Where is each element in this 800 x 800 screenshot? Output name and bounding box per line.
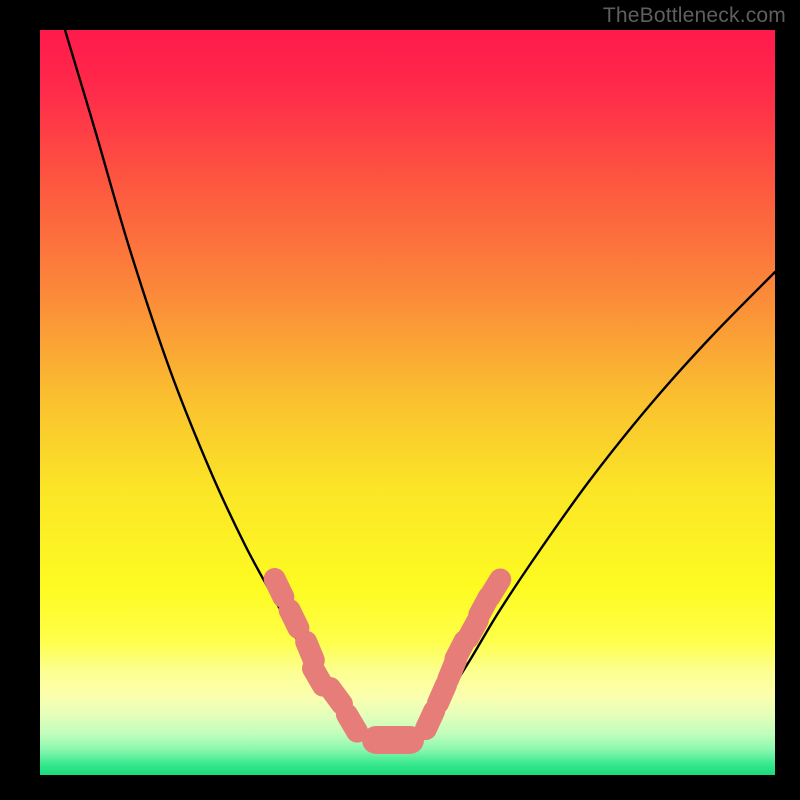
watermark-text: TheBottleneck.com bbox=[603, 4, 786, 28]
chart-stage: TheBottleneck.com bbox=[0, 0, 800, 800]
curve-marker-bottom bbox=[362, 726, 424, 754]
plot-background bbox=[40, 30, 775, 775]
bottleneck-chart bbox=[0, 0, 800, 800]
